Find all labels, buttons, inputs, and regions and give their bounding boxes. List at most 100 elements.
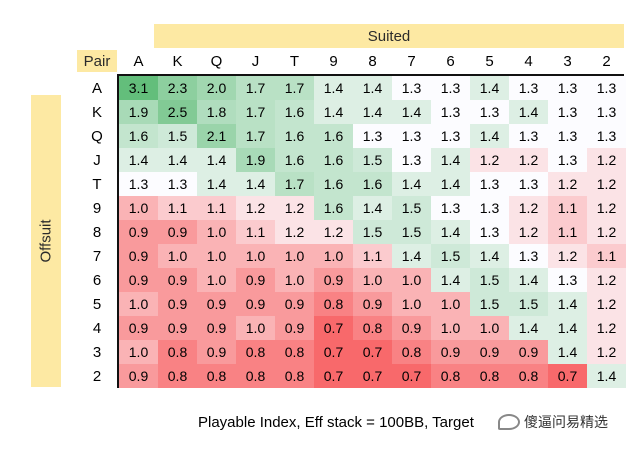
row-header: J [93,151,101,169]
heatmap-cell: 1.2 [587,220,626,244]
heatmap-cell: 1.2 [275,196,314,220]
heatmap-cell: 0.8 [509,364,548,388]
heatmap-cell: 1.4 [353,196,392,220]
heatmap-cell: 1.0 [119,340,158,364]
heatmap-cell: 0.8 [470,364,509,388]
heatmap-cell: 1.2 [587,268,626,292]
heatmap-cell: 1.3 [470,172,509,196]
heatmap-cell: 1.1 [158,196,197,220]
pair-corner-label: Pair [77,50,117,72]
heatmap-cell: 1.3 [431,196,470,220]
column-header: 4 [524,52,533,70]
heatmap-cell: 1.4 [548,292,587,316]
heatmap-cell: 1.6 [119,124,158,148]
heatmap-cell: 0.9 [158,316,197,340]
heatmap-cell: 3.1 [119,76,158,100]
heatmap-cell: 1.1 [197,196,236,220]
column-header: T [289,52,300,70]
heatmap-cell: 1.4 [353,100,392,124]
heatmap-cell: 1.4 [431,220,470,244]
offsuit-label-text: Offsuit [37,219,55,263]
heatmap-cell: 0.9 [119,364,158,388]
heatmap-cell: 1.2 [509,220,548,244]
heatmap-cell: 1.4 [197,172,236,196]
row-header: Q [91,127,103,145]
heatmap-cell: 1.3 [548,76,587,100]
heatmap-cell: 1.3 [509,244,548,268]
heatmap-cell: 1.0 [197,244,236,268]
heatmap-cell: 0.8 [158,364,197,388]
heatmap-cell: 0.9 [197,292,236,316]
heatmap-cell: 1.4 [470,244,509,268]
heatmap-cell: 1.4 [431,148,470,172]
row-header: 8 [92,223,102,241]
heatmap-cell: 1.3 [119,172,158,196]
heatmap-cell: 0.9 [353,292,392,316]
heatmap-cell: 0.9 [236,292,275,316]
heatmap-cell: 1.4 [509,316,548,340]
heatmap-cell: 1.3 [470,196,509,220]
heatmap-cell: 1.2 [509,196,548,220]
heatmap-cell: 1.0 [431,316,470,340]
heatmap-cell: 1.0 [197,268,236,292]
heatmap-cell: 1.1 [236,220,275,244]
row-header: 5 [92,295,102,313]
heatmap-cell: 1.4 [314,76,353,100]
heatmap-cell: 1.2 [587,148,626,172]
heatmap-cell: 0.9 [119,316,158,340]
heatmap-cell: 1.5 [392,220,431,244]
heatmap-cell: 0.9 [158,292,197,316]
heatmap-cell: 1.1 [353,244,392,268]
heatmap-cell: 1.7 [236,100,275,124]
heatmap-cell: 1.3 [509,172,548,196]
heatmap-cell: 0.9 [119,268,158,292]
heatmap-cell: 1.4 [470,124,509,148]
heatmap-cell: 1.4 [119,148,158,172]
row-header: 7 [92,247,102,265]
row-header: T [92,175,102,193]
heatmap-cell: 1.1 [548,220,587,244]
heatmap-cell: 1.3 [548,268,587,292]
heatmap-cell: 1.0 [392,292,431,316]
heatmap-cell: 1.7 [275,76,314,100]
heatmap-cell: 0.7 [548,364,587,388]
heatmap-cell: 1.4 [236,172,275,196]
column-header: 7 [407,52,416,70]
heatmap-cell: 1.9 [119,100,158,124]
heatmap-cell: 1.0 [314,244,353,268]
heatmap-cell: 1.4 [431,172,470,196]
heatmap-cell: 1.6 [275,148,314,172]
heatmap-cell: 1.4 [197,148,236,172]
heatmap-cell: 1.4 [587,364,626,388]
heatmap-cell: 1.6 [314,124,353,148]
heatmap-cell: 1.5 [392,196,431,220]
heatmap-cell: 1.5 [353,148,392,172]
heatmap-cell: 0.8 [197,364,236,388]
heatmap-cell: 1.5 [470,292,509,316]
heatmap-cell: 1.2 [587,172,626,196]
heatmap-cell: 0.9 [197,316,236,340]
row-header: 4 [92,319,102,337]
heatmap-cell: 1.3 [353,124,392,148]
heatmap-cell: 1.9 [236,148,275,172]
watermark-text: 傻逼问易精选 [524,414,608,430]
heatmap-cell: 1.3 [392,148,431,172]
heatmap-cell: 1.3 [587,124,626,148]
chart-caption: Playable Index, Eff stack = 100BB, Targe… [198,414,474,431]
heatmap-cell: 0.8 [353,316,392,340]
heatmap-cell: 1.3 [431,124,470,148]
heatmap-cell: 1.4 [548,316,587,340]
heatmap-cell: 0.9 [392,316,431,340]
heatmap-cell: 1.3 [509,124,548,148]
heatmap-cell: 1.1 [548,196,587,220]
wechat-bubble-icon [498,414,520,430]
heatmap-cell: 1.3 [587,100,626,124]
column-header: J [251,52,260,70]
heatmap-cell: 0.7 [314,340,353,364]
column-header: 8 [368,52,377,70]
heatmap-cell: 1.2 [548,244,587,268]
row-header: 2 [92,367,102,385]
heatmap-grid: 3.1 2.3 2.0 1.7 1.7 1.4 1.4 1.3 1.3 1.4 1.3 1.3 1.3 1… [117,74,626,388]
column-header: 5 [485,52,494,70]
